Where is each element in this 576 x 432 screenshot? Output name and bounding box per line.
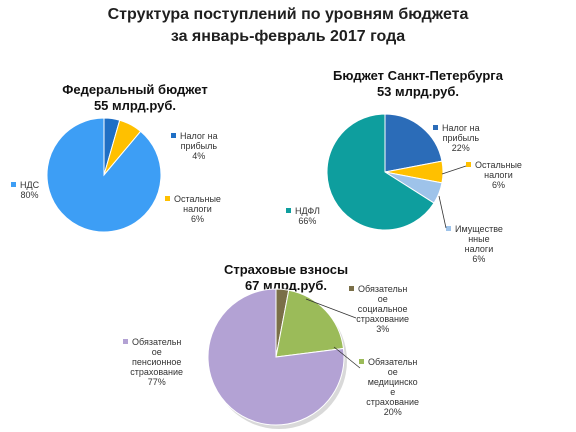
legend-swatch <box>359 359 364 364</box>
slice-value-label: 6% <box>492 180 505 190</box>
slice-value-label: 6% <box>472 254 485 264</box>
slice-value-label: 66% <box>298 216 316 226</box>
slice-category-label: Обязательн <box>368 357 417 367</box>
pie-slice <box>326 113 435 231</box>
slice-category-label: Налог на <box>442 123 480 133</box>
legend-swatch <box>433 125 438 130</box>
slice-category-label: Обязательн <box>132 337 181 347</box>
slice-category-label: нные <box>468 234 489 244</box>
slice-category-label: страхование <box>130 367 183 377</box>
spb-chart-total: 53 млрд.руб. <box>376 84 460 99</box>
slice-category-label: Имуществе <box>455 224 503 234</box>
legend-swatch <box>466 162 471 167</box>
slice-value-label: 20% <box>384 407 402 417</box>
slice-category-label: Остальные <box>475 160 522 170</box>
legend-swatch <box>165 196 170 201</box>
slice-value-label: 77% <box>148 377 166 387</box>
slice-value-label: 80% <box>21 190 39 200</box>
slice-category-label: медицинско <box>368 377 418 387</box>
slice-category-label: ое <box>388 367 398 377</box>
legend-swatch <box>446 226 451 231</box>
slice-category-label: ое <box>378 294 388 304</box>
slice-category-label: НДС <box>20 180 40 190</box>
slice-category-label: е <box>390 387 395 397</box>
legend-swatch <box>349 286 354 291</box>
slice-category-label: налоги <box>484 170 513 180</box>
slice-value-label: 6% <box>191 214 204 224</box>
slice-category-label: налоги <box>465 244 494 254</box>
insurance-chart-name: Страховые взносы <box>223 262 349 277</box>
leader-line <box>305 298 357 319</box>
federal-chart-name: Федеральный бюджет <box>62 82 208 97</box>
pie-slice <box>275 289 345 358</box>
slice-category-label: Налог на <box>180 131 218 141</box>
slice-category-label: НДФЛ <box>295 206 320 216</box>
federal-chart-title: Федеральный бюджет 55 млрд.руб. <box>30 82 240 114</box>
slice-category-label: Обязательн <box>358 284 407 294</box>
main-title-line-1: Структура поступлений по уровням бюджета <box>107 6 469 23</box>
legend-swatch <box>286 208 291 213</box>
federal-chart-total: 55 млрд.руб. <box>93 98 177 113</box>
leader-line <box>333 346 361 369</box>
slice-category-label: ое <box>152 347 162 357</box>
slice-value-label: 4% <box>192 151 205 161</box>
spb-chart-title: Бюджет Санкт-Петербурга 53 млрд.руб. <box>318 68 518 100</box>
pie-slice <box>207 288 345 426</box>
legend-swatch <box>123 339 128 344</box>
slice-category-label: прибыль <box>443 133 480 143</box>
slice-category-label: пенсионное <box>132 357 181 367</box>
pie-slice <box>46 117 162 233</box>
legend-swatch <box>11 182 16 187</box>
legend-swatch <box>171 133 176 138</box>
slice-category-label: страхование <box>356 314 409 324</box>
slice-category-label: Остальные <box>174 194 221 204</box>
slice-category-label: прибыль <box>181 141 218 151</box>
spb-chart-name: Бюджет Санкт-Петербурга <box>333 68 503 83</box>
slice-category-label: страхование <box>366 397 419 407</box>
slice-value-label: 3% <box>376 324 389 334</box>
main-title-line-2: за январь-февраль 2017 года <box>170 28 406 45</box>
leader-line <box>441 165 467 175</box>
slice-category-label: социальное <box>358 304 408 314</box>
slice-category-label: налоги <box>183 204 212 214</box>
leader-line <box>438 195 447 229</box>
pie-slice <box>384 113 443 173</box>
slice-value-label: 22% <box>452 143 470 153</box>
